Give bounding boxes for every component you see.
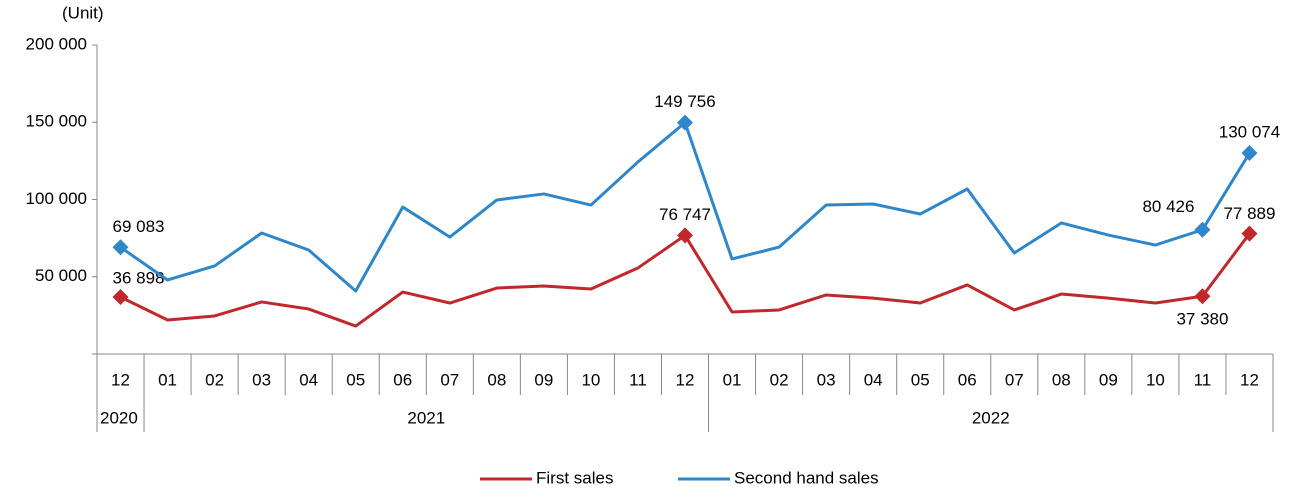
x-tick-label: 02 — [770, 370, 789, 389]
x-tick-label: 11 — [629, 370, 647, 389]
point-marker — [112, 288, 129, 305]
x-tick-label: 02 — [205, 370, 224, 389]
point-marker — [1241, 225, 1258, 242]
year-label: 2021 — [407, 408, 445, 427]
x-tick-label: 09 — [534, 370, 553, 389]
x-tick-label: 07 — [1005, 370, 1024, 389]
y-tick-label: 50 000 — [35, 266, 87, 285]
year-label: 2020 — [100, 408, 138, 427]
point-marker — [1194, 288, 1211, 305]
point-marker — [112, 239, 129, 256]
x-tick-label: 04 — [864, 370, 883, 389]
point-marker — [1241, 145, 1258, 162]
legend-label: First sales — [536, 468, 613, 487]
x-tick-label: 09 — [1099, 370, 1118, 389]
point-marker — [677, 227, 693, 244]
data-label: 36 898 — [113, 268, 165, 287]
year-label: 2022 — [972, 408, 1010, 427]
y-axis-label: (Unit) — [62, 3, 104, 22]
x-tick-label: 06 — [393, 370, 412, 389]
x-tick-label: 10 — [1146, 370, 1165, 389]
y-tick-label: 100 000 — [26, 189, 87, 208]
x-tick-label: 11 — [1194, 370, 1212, 389]
series-line — [119, 232, 1251, 328]
x-tick-label: 08 — [1052, 370, 1071, 389]
y-tick-label: 200 000 — [26, 34, 87, 53]
x-tick-label: 03 — [817, 370, 836, 389]
data-label: 76 747 — [659, 205, 711, 224]
x-tick-label: 07 — [440, 370, 459, 389]
x-tick-label: 12 — [676, 370, 695, 389]
legend-label: Second hand sales — [734, 468, 879, 487]
data-label: 77 889 — [1223, 204, 1275, 223]
x-tick-label: 01 — [723, 370, 742, 389]
data-label: 37 380 — [1176, 310, 1228, 329]
x-tick-label: 08 — [487, 370, 506, 389]
point-marker — [1194, 221, 1211, 238]
x-tick-label: 05 — [346, 370, 365, 389]
point-marker — [677, 114, 693, 131]
data-label: 149 756 — [654, 92, 715, 111]
x-tick-label: 10 — [581, 370, 600, 389]
x-tick-label: 04 — [299, 370, 318, 389]
x-tick-label: 12 — [1240, 370, 1259, 389]
x-tick-label: 01 — [158, 370, 177, 389]
x-tick-label: 06 — [958, 370, 977, 389]
x-tick-label: 03 — [252, 370, 271, 389]
data-label: 69 083 — [113, 217, 165, 236]
data-label: 130 074 — [1219, 123, 1280, 142]
data-label: 80 426 — [1142, 197, 1194, 216]
y-tick-label: 150 000 — [26, 112, 87, 131]
x-tick-label: 12 — [111, 370, 130, 389]
x-tick-label: 05 — [911, 370, 930, 389]
